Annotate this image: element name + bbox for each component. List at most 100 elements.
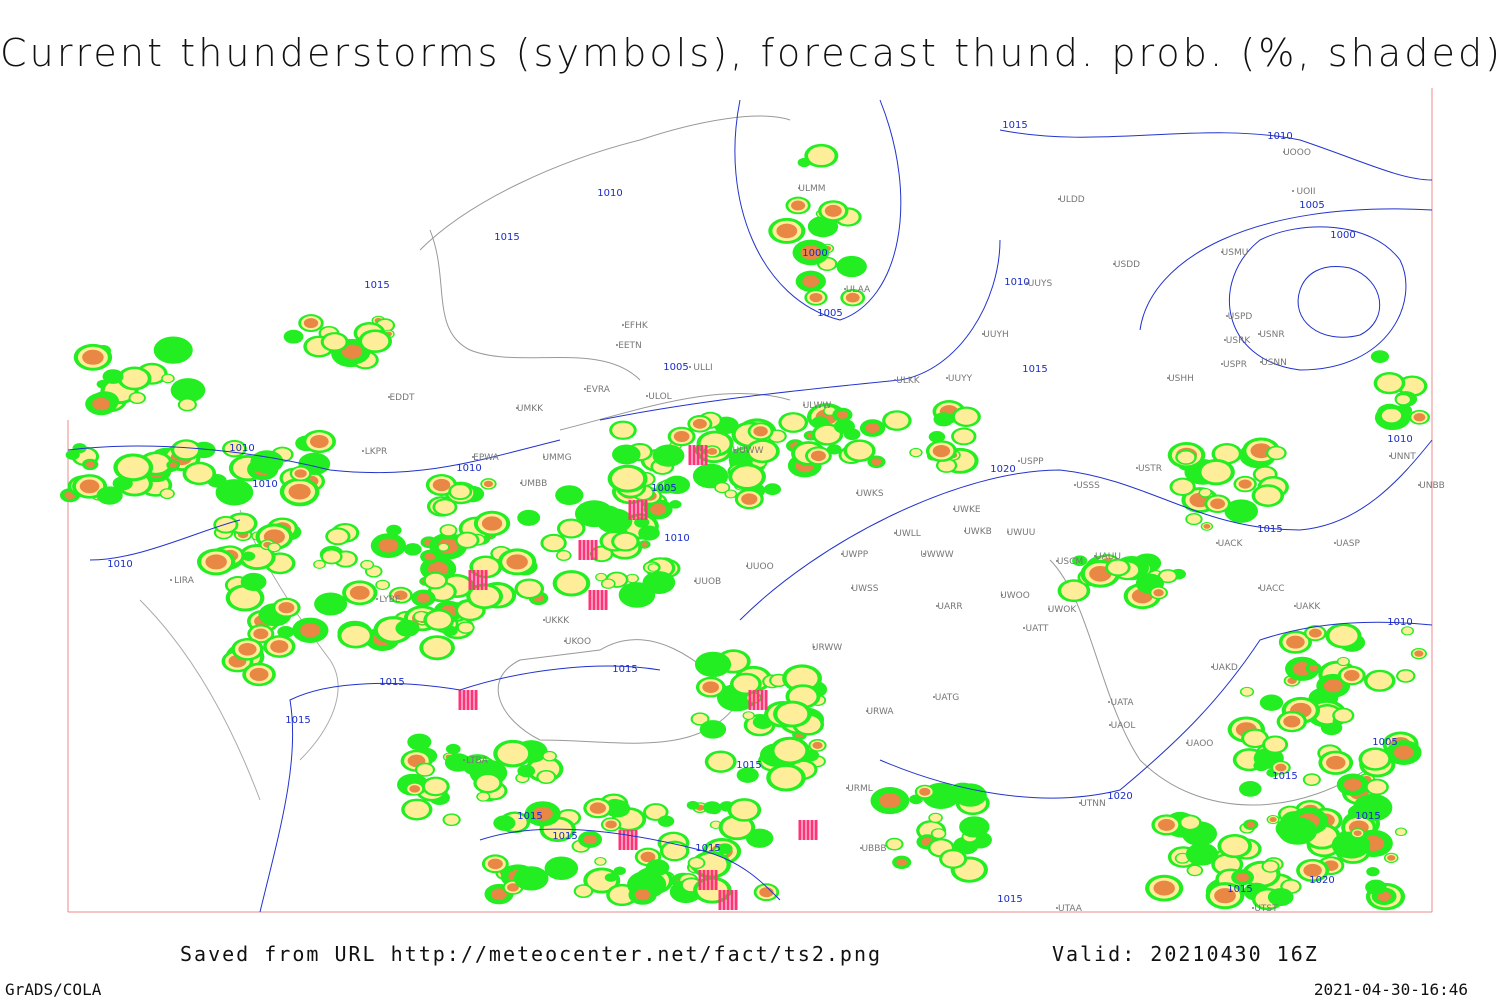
storm-area (645, 859, 670, 876)
storm-area (497, 742, 529, 765)
storm-area (781, 414, 805, 431)
storm-area (954, 408, 978, 425)
station-label: UMMG (542, 453, 571, 463)
isobar (89, 519, 241, 561)
isobar-label: 1015 (736, 760, 761, 771)
station-label: UUOB (695, 577, 721, 587)
storm-area (378, 538, 399, 553)
station-label: UMKK (517, 404, 544, 414)
storm-area (933, 412, 954, 427)
storm-area (1326, 755, 1346, 770)
storm-area (1367, 672, 1393, 690)
storm-area (1214, 888, 1236, 904)
storm-area (717, 843, 733, 854)
station-label: UNBB (1419, 481, 1445, 491)
storm-area (642, 571, 676, 594)
storm-area (1158, 818, 1175, 831)
storm-area (169, 462, 178, 468)
station-label: USPP (1020, 457, 1044, 467)
storm-area (929, 813, 942, 822)
storm-area (1323, 679, 1343, 693)
station-label: EPWA (473, 453, 500, 463)
storm-area (627, 574, 638, 583)
station-label: UUYH (983, 330, 1008, 340)
storm-area (161, 489, 174, 498)
storm-area (444, 814, 459, 825)
storm-area (270, 640, 289, 653)
storm-area (362, 332, 389, 351)
station-label: UARR (937, 602, 962, 612)
storm-area (513, 866, 549, 891)
storm-area (1283, 715, 1301, 728)
storm-area (1142, 574, 1157, 585)
station-dot (1216, 542, 1218, 544)
storm-area (1221, 836, 1249, 856)
station-dot (1094, 555, 1096, 557)
storm-area (1153, 880, 1175, 896)
isobar-label: 1010 (107, 559, 132, 570)
isobar-label: 1020 (1107, 791, 1132, 802)
station-label: UUYY (948, 374, 973, 384)
title: Current thunderstorms (symbols), forecas… (0, 31, 1500, 75)
storm-area (409, 785, 421, 793)
isobar-label: 1010 (1387, 617, 1412, 628)
storm-area (314, 560, 325, 568)
source-url: Saved from URL http://meteocenter.net/fa… (180, 942, 882, 966)
isobar-label: 1015 (1002, 120, 1027, 131)
storm-area (1241, 687, 1253, 696)
station-dot (463, 759, 465, 761)
storm-shading (59, 143, 1430, 911)
storm-area (303, 318, 319, 329)
storm-area (938, 459, 955, 472)
labels: 1015 1010 1005 1000 1010 1015 1000 1005 1015 1010… (107, 120, 1445, 914)
station-dot (1283, 151, 1285, 153)
storm-area (686, 800, 700, 810)
storm-area (241, 551, 256, 562)
storm-area (614, 533, 637, 550)
station-label: UWSS (852, 584, 879, 594)
station-label: USTR (1138, 464, 1162, 474)
storm-area (808, 146, 835, 166)
storm-area (1238, 479, 1252, 489)
station-dot (1167, 377, 1169, 379)
station-label: URWA (866, 707, 894, 717)
isobar-label: 1015 (552, 831, 577, 842)
storm-area (836, 410, 849, 419)
storm-area (543, 752, 556, 761)
storm-area (708, 752, 734, 771)
station-label: UWLL (895, 529, 921, 539)
station-label: URWW (812, 643, 842, 653)
station-dot (564, 640, 566, 642)
storm-area (322, 550, 341, 563)
station-dot (1056, 907, 1058, 909)
station-label: UAKK (1296, 602, 1322, 612)
isobar (599, 239, 1001, 421)
storm-area (170, 378, 206, 403)
station-label: LKPR (365, 447, 388, 457)
station-dot (813, 646, 815, 648)
storm-area (702, 681, 719, 693)
storm-area (349, 585, 370, 600)
storm-area (470, 586, 499, 607)
storm-area (865, 423, 880, 434)
storm-area (493, 815, 516, 831)
storm-area (583, 834, 597, 845)
storm-area (218, 490, 236, 503)
isobar (999, 129, 1433, 181)
station-dot (170, 579, 172, 581)
storm-area (361, 560, 373, 569)
station-label: LYBE (379, 595, 400, 605)
station-dot (543, 619, 545, 621)
isobar-label: 1015 (1227, 884, 1252, 895)
coastline (419, 115, 1381, 806)
storm-area (517, 580, 541, 597)
station-dot (472, 456, 474, 458)
storm-area (650, 503, 667, 515)
storm-area (800, 245, 822, 260)
storm-area (557, 551, 570, 560)
station-dot (1136, 467, 1138, 469)
storm-area (826, 444, 842, 455)
storm-area (483, 480, 494, 488)
storm-area (457, 533, 477, 547)
station-dot (1258, 587, 1260, 589)
